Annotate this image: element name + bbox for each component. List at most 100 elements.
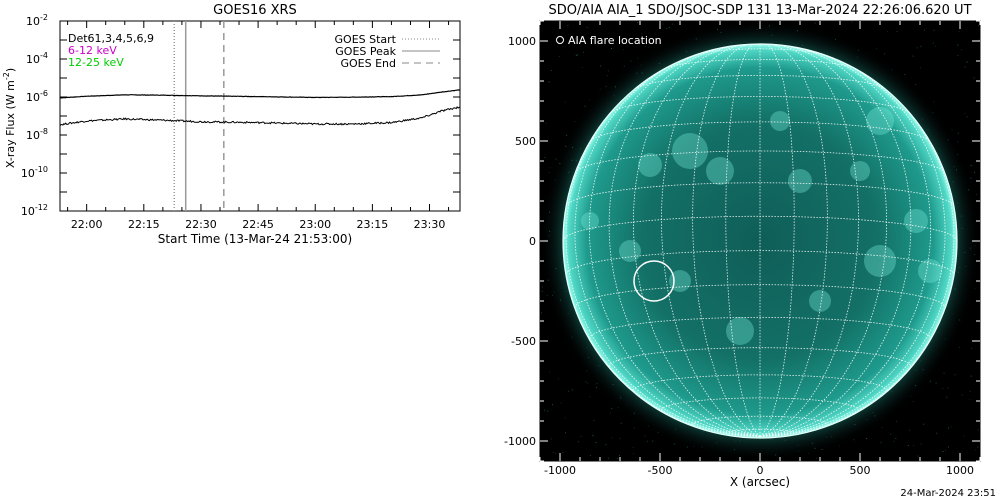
noise-pixel [545,122,547,124]
noise-pixel [549,371,551,373]
goes-legend-start-label: GOES Start [335,33,397,46]
noise-pixel [948,446,949,448]
noise-pixel [552,404,553,406]
noise-pixel [568,171,570,173]
aia-x-tick-label: 500 [850,464,871,477]
noise-pixel [881,427,883,428]
aia-x-axis: -1000 -500 0 500 1000 [539,21,981,477]
noise-pixel [891,69,893,71]
goes-series [59,89,461,126]
noise-pixel [771,34,773,36]
noise-pixel [896,31,898,32]
noise-pixel [964,113,966,115]
noise-pixel [802,44,804,46]
noise-pixel [959,319,961,321]
noise-pixel [555,453,556,455]
noise-pixel [605,444,607,446]
noise-pixel [957,44,959,46]
noise-pixel [769,25,770,27]
noise-pixel [739,440,741,442]
noise-pixel [674,443,676,445]
noise-pixel [735,440,737,442]
noise-pixel [953,166,955,168]
noise-pixel [775,454,777,456]
heliographic-grid-line [589,316,931,339]
noise-pixel [640,64,642,66]
goes-y-tick-exp: -12 [35,203,48,212]
goes-y-tick-exp: -4 [40,51,48,60]
noise-pixel [624,42,625,44]
noise-pixel [560,402,562,404]
noise-pixel [607,70,609,72]
noise-pixel [541,286,543,288]
aia-x-tick-label: -1000 [544,464,576,477]
heliographic-grid-line [759,240,957,437]
noise-pixel [578,441,580,443]
noise-pixel [932,112,934,114]
goes-series-line-2 [59,106,461,126]
noise-pixel [558,378,560,380]
goes-x-tick-label: 22:15 [128,218,160,231]
noise-pixel [717,29,719,31]
noise-pixel [571,159,573,161]
aia-flare-location-marker [633,260,675,302]
noise-pixel [581,67,583,68]
noise-pixel [837,58,839,60]
noise-pixel [695,38,697,40]
noise-pixel [951,129,953,131]
noise-pixel [974,287,976,289]
noise-pixel [904,73,906,75]
noise-pixel [866,438,868,439]
noise-pixel [913,444,915,446]
heliographic-grid-line [661,397,859,411]
noise-pixel [916,47,918,49]
noise-pixel [701,446,703,448]
noise-pixel [636,22,638,23]
noise-pixel [895,437,897,439]
noise-pixel [977,446,979,448]
noise-pixel [876,48,878,50]
noise-pixel [584,105,586,107]
noise-pixel [956,169,957,171]
active-region-glow [918,259,942,283]
goes-y-axis-label: X-ray Flux (W m-2) [2,68,17,168]
active-region-glow [706,157,734,185]
noise-pixel [826,436,827,438]
noise-pixel [927,129,929,131]
heliographic-grid-line [759,44,795,437]
noise-pixel [854,424,856,426]
active-region-glow [770,111,790,131]
noise-pixel [923,423,925,425]
noise-pixel [633,453,635,455]
heliographic-grid-line [759,44,828,437]
noise-pixel [686,446,688,448]
active-region-glow [638,153,662,177]
noise-pixel [617,407,619,409]
noise-pixel [784,439,786,441]
noise-pixel [675,428,677,430]
noise-pixel [912,55,914,57]
noise-pixel [853,439,855,441]
heliographic-grid-line [574,150,946,174]
heliographic-grid-line [759,86,955,437]
noise-pixel [963,435,965,437]
goes-legend-peak-label: GOES Peak [335,45,396,58]
heliographic-grid-line [759,44,859,437]
aia-x-axis-label: X (arcsec) [730,475,790,489]
heliographic-grid-line [692,44,761,437]
goes-y-tick-exp: -2 [40,13,48,22]
noise-pixel [974,77,976,79]
noise-pixel [815,457,817,459]
noise-pixel [558,56,560,57]
noise-pixel [632,446,634,448]
active-region-glow [788,169,812,193]
noise-pixel [957,132,959,134]
goes-y-tick-label: 10-6 [26,89,48,104]
active-region-glow [726,317,754,345]
noise-pixel [611,437,613,439]
noise-pixel [585,381,587,383]
goes-y-tick-base: 10 [26,15,40,28]
aia-y-tick-label: -500 [511,335,536,348]
noise-pixel [814,22,816,24]
noise-pixel [908,429,910,431]
